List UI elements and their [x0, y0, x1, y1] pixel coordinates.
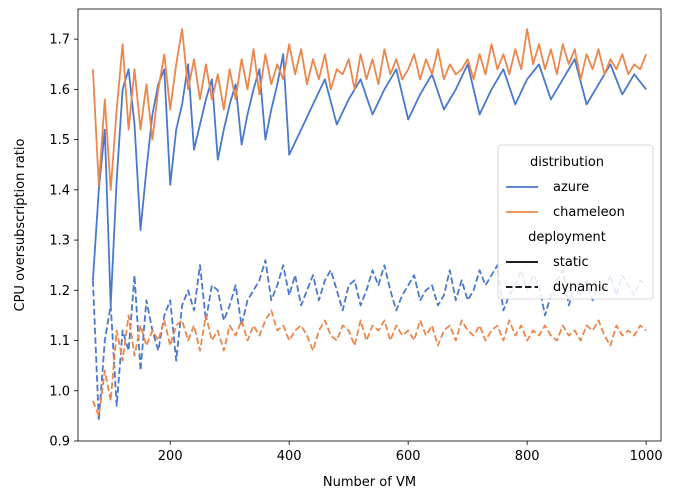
x-tick-label: 600 [396, 449, 421, 464]
legend-group-title: deployment [528, 230, 606, 245]
y-tick-label: 1.0 [49, 384, 70, 399]
y-tick-label: 0.9 [49, 435, 70, 450]
plot-frame [77, 8, 662, 442]
series-line-chameleon-static [92, 28, 647, 191]
x-axis-ticks: 200 400 600 800 1000 [158, 441, 663, 464]
y-axis-ticks: 0.9 1.0 1.1 1.2 1.3 1.4 1.5 1.6 1.7 [49, 33, 78, 450]
legend-label-azure: azure [553, 180, 589, 195]
legend-label-static: static [553, 255, 589, 270]
legend: distribution azure chameleon deployment stat… [497, 144, 654, 300]
legend-label-dynamic: dynamic [553, 280, 609, 295]
legend-box [497, 144, 654, 300]
y-tick-label: 1.6 [49, 83, 70, 98]
x-tick-label: 800 [515, 449, 540, 464]
series-line-azure-static [92, 53, 647, 307]
y-tick-label: 1.7 [49, 33, 70, 48]
y-tick-label: 1.5 [49, 133, 70, 148]
x-tick-label: 400 [277, 449, 302, 464]
legend-label-chameleon: chameleon [553, 205, 625, 220]
legend-group-title: distribution [530, 155, 604, 170]
y-tick-label: 1.2 [49, 284, 70, 299]
y-tick-label: 1.4 [49, 183, 70, 198]
x-tick-label: 1000 [630, 449, 663, 464]
y-tick-label: 1.1 [49, 334, 70, 349]
x-tick-label: 200 [158, 449, 183, 464]
y-axis-label: CPU oversubscription ratio [13, 138, 28, 311]
series-line-chameleon-dynamic [92, 309, 647, 417]
y-tick-label: 1.3 [49, 234, 70, 249]
x-axis-label: Number of VM [323, 475, 416, 490]
